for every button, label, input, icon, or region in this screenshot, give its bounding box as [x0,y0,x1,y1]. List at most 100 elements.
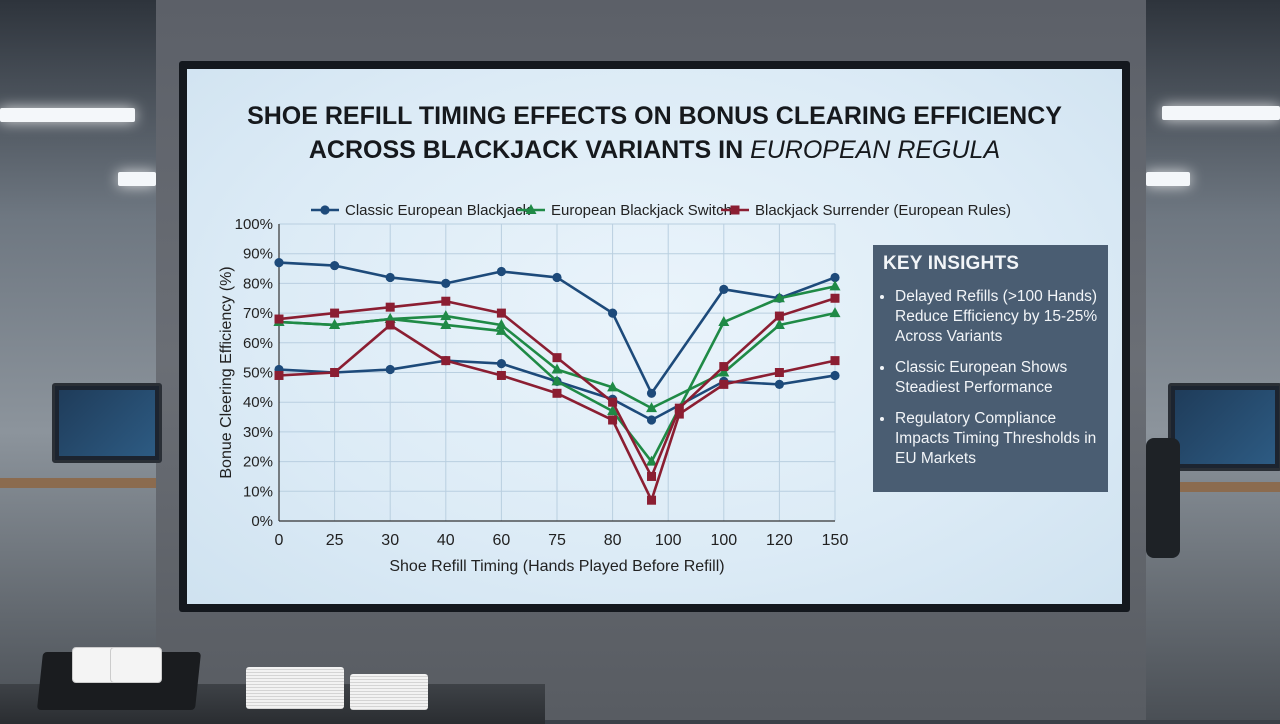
y-tick-label: 20% [243,454,273,471]
data-point [830,272,840,283]
series-line [278,323,836,502]
ceiling-light [118,172,156,186]
x-tick-label: 100 [710,532,737,549]
ceiling-light [1146,172,1190,186]
chart-title-tail: EUROPEAN REGULA [750,136,1001,164]
data-point [440,318,452,329]
data-point [274,370,284,380]
y-axis-label: Bonue Cleering Efficiency (%) [218,266,235,478]
data-point [829,280,841,291]
data-point [440,310,452,321]
data-point [552,272,562,283]
data-point [329,318,341,329]
x-tick-label: 80 [604,532,622,549]
data-point [551,363,563,374]
y-tick-label: 100% [235,216,273,233]
x-tick-label: 120 [766,532,793,549]
data-point [829,307,841,318]
key-insight-item: Delayed Refills (>100 Hands) Reduce Effi… [895,287,1098,347]
x-tick-label: 60 [493,532,511,549]
data-point [647,471,657,481]
data-point [385,272,395,283]
background-monitor [52,383,162,463]
x-tick-label: 100 [655,532,682,549]
data-point [330,308,340,318]
x-tick-label: 25 [326,532,344,549]
legend-label: Classic European Blackjack [345,202,531,219]
data-point [441,296,451,306]
data-point [330,260,340,271]
data-point [385,302,395,312]
x-tick-label: 0 [275,532,284,549]
playing-card [110,647,162,683]
data-point [552,353,562,363]
data-point [674,409,684,419]
data-point [774,368,784,377]
series-line [278,297,836,478]
data-point [608,397,618,407]
data-point [496,266,506,277]
data-point [646,388,657,398]
ceiling-light [0,108,135,122]
data-point [551,375,563,386]
y-tick-label: 80% [243,275,273,292]
card-deck [350,674,428,710]
x-tick-label: 150 [822,532,849,549]
office-background-right [1140,0,1280,720]
y-tick-label: 0% [251,513,273,530]
data-point [525,204,537,214]
data-point [718,316,730,327]
y-tick-label: 60% [243,335,273,352]
office-chair [1146,438,1180,558]
chart-title: SHOE REFILL TIMING EFFECTS ON BONUS CLEA… [207,99,1102,167]
x-tick-label: 40 [437,532,455,549]
data-point [320,205,330,215]
y-tick-label: 10% [243,483,273,500]
data-point [496,358,506,369]
wall-display: SHOE REFILL TIMING EFFECTS ON BONUS CLEA… [179,61,1130,612]
data-point [647,495,657,505]
data-point [719,284,729,294]
background-desk [1172,482,1280,492]
key-insight-item: Classic European Shows Steadiest Perform… [895,358,1098,398]
data-point [646,455,658,466]
data-point [719,362,729,372]
x-tick-label: 75 [548,532,566,549]
data-point [607,381,619,392]
data-point [719,379,729,389]
data-point [830,356,840,366]
background-desk [0,478,156,488]
y-tick-label: 50% [243,365,273,382]
x-tick-label: 30 [381,532,399,549]
data-point [774,379,785,389]
background-monitor [1168,383,1280,471]
data-point [830,370,840,381]
legend-label: European Blackjack Switch [551,202,732,219]
data-point [773,292,785,303]
data-point [274,258,284,268]
ceiling-light [1162,106,1280,120]
data-point [441,278,451,288]
key-insights-panel: KEY INSIGHTS Delayed Refills (>100 Hands… [873,245,1108,492]
key-insight-item: Regulatory Compliance Impacts Timing Thr… [895,409,1098,469]
data-point [718,366,730,377]
data-point [830,293,840,303]
data-point [646,415,657,425]
data-point [385,364,395,375]
data-point [552,388,562,398]
data-point [330,368,340,377]
card-deck [246,667,344,709]
data-point [608,415,618,425]
chart-title-main: SHOE REFILL TIMING EFFECTS ON BONUS CLEA… [247,102,1062,164]
data-point [274,314,284,324]
data-point [495,318,507,329]
y-tick-label: 70% [243,305,273,322]
key-insights-title: KEY INSIGHTS [883,253,1020,274]
data-point [496,370,506,380]
y-tick-label: 90% [243,246,273,263]
data-point [495,324,507,335]
y-tick-label: 30% [243,424,273,441]
y-tick-label: 40% [243,394,273,411]
data-point [607,405,619,416]
x-axis-label: Shoe Refill Timing (Hands Played Before … [389,558,724,575]
